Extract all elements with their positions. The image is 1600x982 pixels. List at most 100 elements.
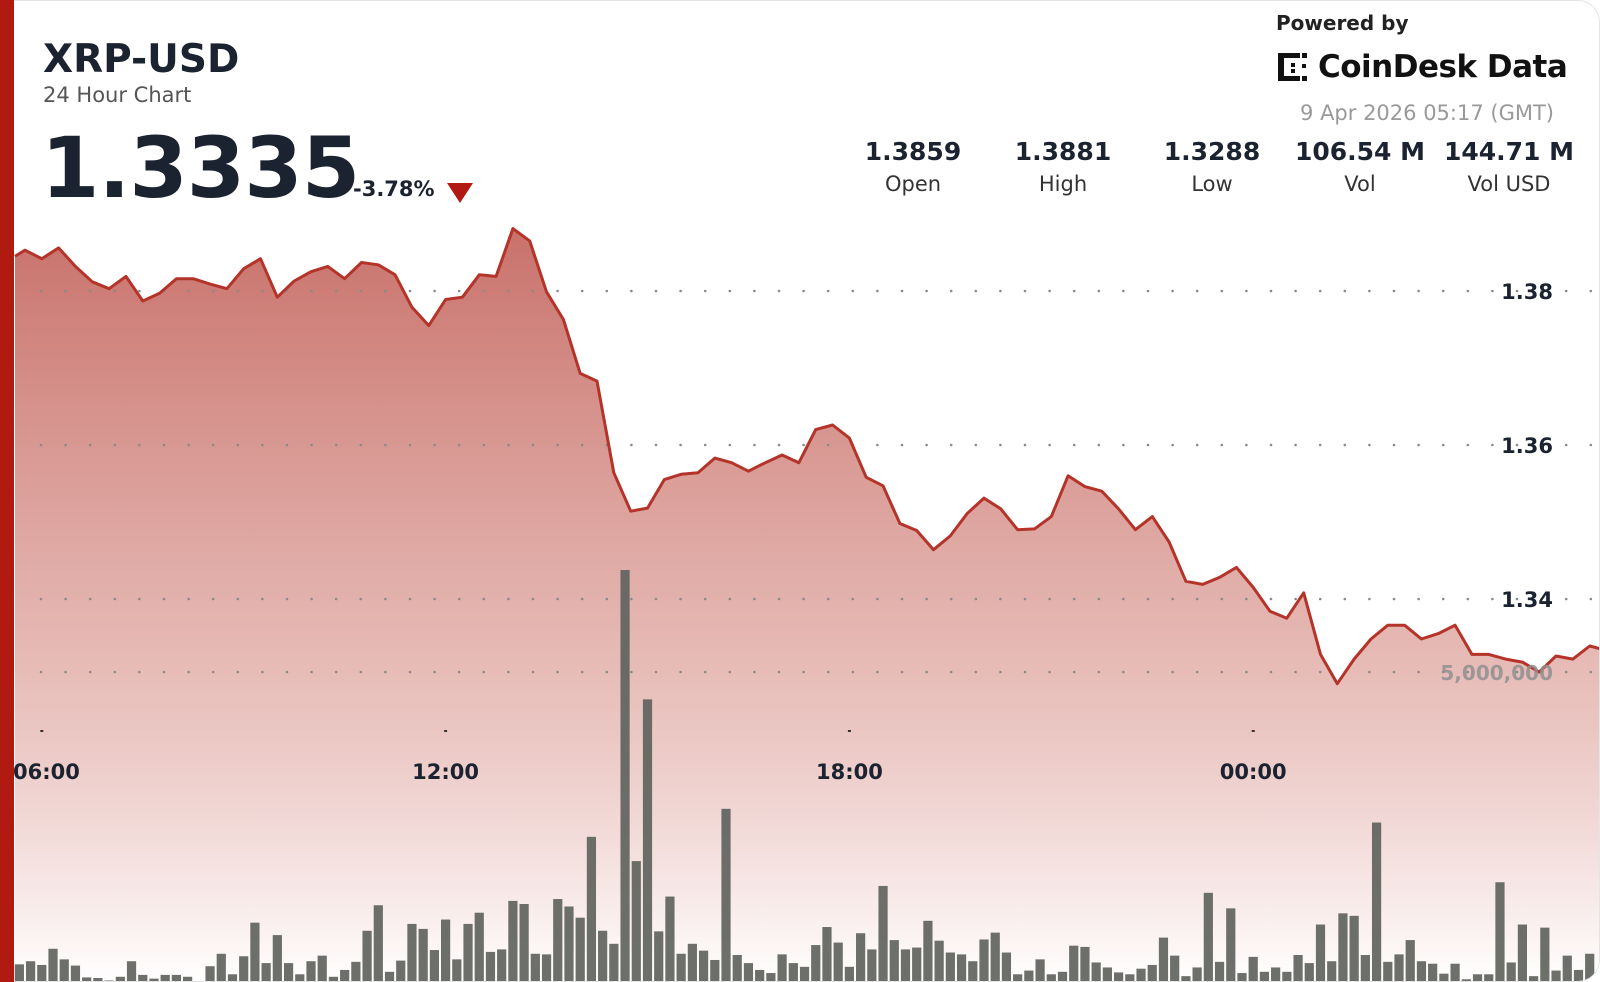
grid-dot bbox=[1195, 597, 1199, 601]
grid-dot bbox=[1515, 670, 1519, 674]
grid-dot bbox=[88, 289, 92, 293]
volume-bar bbox=[1271, 967, 1281, 981]
grid-dot bbox=[531, 289, 535, 293]
grid-dot bbox=[334, 289, 338, 293]
volume-bar bbox=[609, 943, 619, 981]
volume-bar bbox=[788, 963, 798, 981]
volume-bar bbox=[373, 905, 383, 981]
grid-dot bbox=[1269, 670, 1273, 674]
grid-dot bbox=[162, 597, 166, 601]
grid-dot bbox=[1122, 670, 1125, 674]
grid-dot bbox=[1023, 597, 1027, 601]
grid-dot bbox=[408, 289, 412, 293]
grid-dot bbox=[1540, 443, 1543, 447]
grid-dot bbox=[1564, 289, 1568, 293]
grid-dot bbox=[949, 597, 953, 601]
grid-dot bbox=[1269, 597, 1273, 601]
grid-dot bbox=[605, 289, 609, 293]
grid-dot bbox=[285, 597, 289, 601]
grid-dot bbox=[1441, 443, 1445, 447]
volume-bar bbox=[1461, 979, 1471, 981]
volume-bar bbox=[261, 963, 271, 981]
grid-dot bbox=[1072, 443, 1076, 447]
volume-bar bbox=[1057, 971, 1068, 981]
volume-bar bbox=[1405, 940, 1415, 981]
grid-dot bbox=[187, 443, 190, 447]
volume-bar bbox=[1439, 973, 1449, 981]
volume-bar bbox=[1192, 967, 1202, 981]
grid-dot bbox=[999, 289, 1002, 293]
grid-dot bbox=[334, 443, 338, 447]
grid-dot bbox=[433, 289, 436, 293]
grid-dot bbox=[261, 670, 264, 674]
grid-dot bbox=[408, 597, 412, 601]
grid-dot bbox=[457, 670, 461, 674]
grid-dot bbox=[1097, 289, 1101, 293]
volume-bar bbox=[1383, 961, 1393, 981]
grid-dot bbox=[1368, 443, 1371, 447]
grid-dot bbox=[802, 670, 805, 674]
grid-dot bbox=[236, 670, 240, 674]
volume-bar bbox=[250, 922, 260, 981]
grid-dot bbox=[1368, 289, 1371, 293]
grid-dot bbox=[925, 443, 928, 447]
grid-dot bbox=[1245, 670, 1248, 674]
volume-bar bbox=[1001, 952, 1012, 981]
volume-bar bbox=[1529, 976, 1539, 981]
grid-dot bbox=[1441, 670, 1445, 674]
grid-dot bbox=[556, 597, 559, 601]
grid-dot bbox=[261, 597, 264, 601]
volume-bar bbox=[306, 961, 316, 981]
volume-bar bbox=[474, 912, 484, 981]
volume-bar bbox=[485, 951, 496, 981]
volume-bar bbox=[822, 927, 832, 981]
grid-dot bbox=[359, 597, 363, 601]
grid-dot bbox=[1171, 443, 1174, 447]
grid-dot bbox=[1392, 289, 1396, 293]
grid-dot bbox=[482, 597, 486, 601]
volume-bar bbox=[126, 961, 137, 981]
volume-bar bbox=[923, 920, 933, 981]
volume-bar bbox=[1293, 955, 1303, 981]
volume-bar bbox=[328, 976, 339, 981]
grid-dot bbox=[1048, 289, 1051, 293]
volume-bar bbox=[239, 956, 249, 981]
x-tick-label: 18:00 bbox=[816, 760, 883, 784]
volume-bar bbox=[1181, 976, 1191, 981]
coindesk-logo-icon bbox=[1278, 53, 1307, 81]
volume-bar bbox=[1573, 969, 1584, 981]
volume-bar bbox=[407, 923, 417, 981]
grid-dot bbox=[1245, 443, 1248, 447]
volume-bar bbox=[654, 931, 664, 981]
stat-vol-usd: 144.71 M Vol USD bbox=[1434, 137, 1584, 196]
price-change: -3.78% bbox=[353, 177, 435, 201]
volume-bar bbox=[878, 885, 888, 981]
volume-bar bbox=[37, 964, 47, 981]
grid-dot bbox=[1294, 289, 1297, 293]
volume-bar bbox=[1069, 945, 1079, 981]
grid-dot bbox=[433, 670, 436, 674]
grid-dot bbox=[876, 597, 879, 601]
grid-dot bbox=[1466, 289, 1470, 293]
grid-dot bbox=[285, 670, 289, 674]
grid-dot bbox=[1245, 597, 1248, 601]
grid-dot bbox=[236, 443, 240, 447]
grid-dot bbox=[1491, 289, 1494, 293]
grid-dot bbox=[138, 289, 141, 293]
grid-dot bbox=[1392, 597, 1396, 601]
volume-bar bbox=[1259, 971, 1270, 981]
volume-bar bbox=[70, 965, 81, 981]
grid-dot bbox=[457, 443, 461, 447]
grid-dot bbox=[261, 289, 264, 293]
grid-dot bbox=[1146, 443, 1150, 447]
grid-dot bbox=[1269, 443, 1273, 447]
grid-dot bbox=[1564, 597, 1568, 601]
grid-dot bbox=[949, 443, 953, 447]
grid-dot bbox=[88, 443, 92, 447]
grid-dot bbox=[753, 443, 756, 447]
grid-dot bbox=[728, 597, 732, 601]
volume-bar bbox=[1416, 961, 1427, 981]
volume-bar bbox=[441, 919, 451, 981]
grid-dot bbox=[359, 443, 363, 447]
